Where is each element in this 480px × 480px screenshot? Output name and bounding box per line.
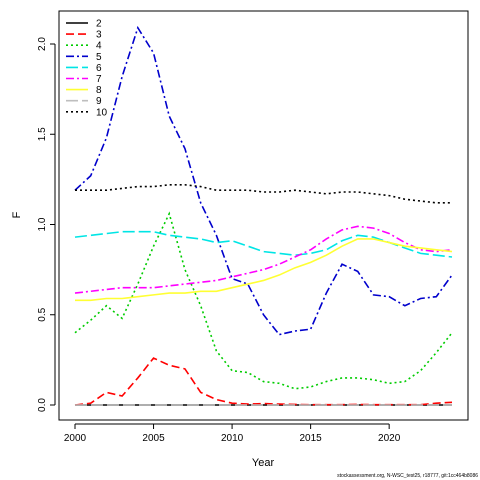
x-tick-label: 2015 (300, 433, 323, 444)
series-line-10 (75, 183, 452, 204)
footnote: stockassessment.org, N-WSC_test25, r1877… (337, 473, 478, 479)
legend-label-6: 6 (96, 63, 102, 74)
x-tick-label: 2005 (142, 433, 165, 444)
x-tick-label: 2010 (221, 433, 244, 444)
legend-label-9: 9 (96, 96, 102, 107)
y-tick-label: 2.0 (37, 37, 48, 51)
y-axis: 0.0 0.5 1.0 1.5 2.0 (37, 37, 56, 412)
series-line-7 (74, 225, 453, 294)
legend-label-3: 3 (96, 30, 102, 41)
x-tick-label: 2020 (378, 433, 401, 444)
x-tick-label: 2000 (64, 433, 87, 444)
legend-label-10: 10 (96, 107, 108, 118)
series-line-4 (74, 211, 453, 390)
x-axis-title: Year (252, 457, 275, 469)
legend-label-7: 7 (96, 74, 102, 85)
legend-label-4: 4 (96, 41, 102, 52)
legend-label-8: 8 (96, 85, 102, 96)
legend-label-5: 5 (96, 52, 102, 63)
series-line-5 (74, 25, 453, 336)
y-axis-title: F (11, 211, 23, 218)
x-axis: 2000 2005 2010 2015 2020 (64, 423, 401, 444)
plot-frame (58, 10, 469, 421)
series-line-8 (75, 238, 453, 302)
y-tick-label: 1.0 (37, 217, 48, 231)
y-tick-label: 1.5 (37, 127, 48, 141)
series-layer (74, 25, 453, 406)
y-tick-label: 0.5 (37, 307, 48, 321)
legend-label-2: 2 (96, 19, 102, 30)
y-tick-label: 0.0 (37, 398, 48, 412)
